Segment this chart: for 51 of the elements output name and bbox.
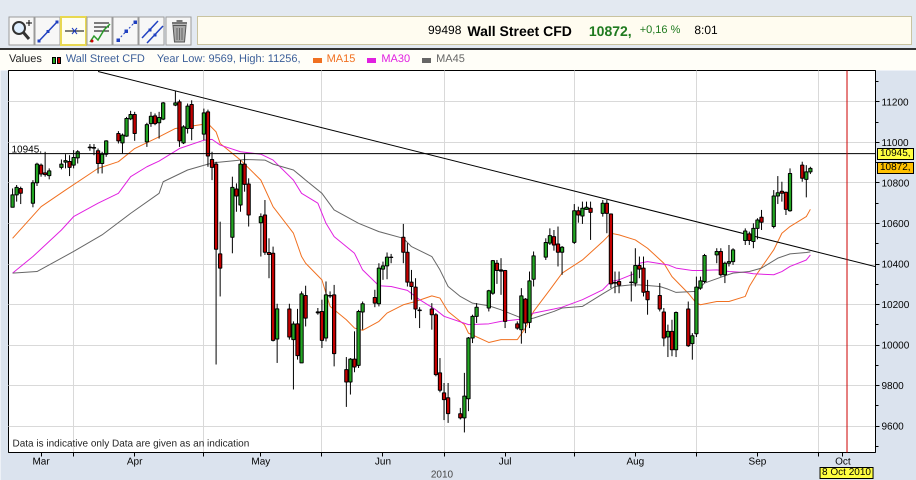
candlestick (730, 248, 736, 266)
chart-title: Wall Street CFD (467, 22, 572, 40)
x-tick-label: Jun (374, 456, 392, 468)
candlestick (600, 199, 605, 218)
text: 8:01 (694, 22, 718, 39)
x-tick-label: Jul (498, 456, 512, 468)
y-tick-label: 10000 (882, 340, 910, 352)
y-tick-label: 10800 (882, 178, 910, 190)
candlestick (18, 186, 23, 205)
candlestick (580, 201, 585, 224)
y-tick-label: 10600 (882, 219, 910, 230)
candlestick (743, 228, 748, 246)
legend-label: MA45 (436, 52, 465, 68)
chart-subtitle: Year Low: 9569, High: 11256, (156, 52, 301, 68)
x-tick-label: Oct (835, 456, 851, 468)
candlestick (344, 356, 348, 408)
x-axis-title: 2010 (430, 470, 454, 480)
ref-line-label: 10945, (12, 144, 42, 156)
candlestick (747, 231, 752, 246)
y-tick-label: 9600 (882, 422, 904, 433)
legend-label: Wall Street CFD (66, 52, 145, 68)
annotation: Data is indicative only Data are given as an indication (12, 438, 250, 450)
candlestick (560, 245, 564, 276)
y-tick-label: 9800 (882, 381, 904, 392)
text: 10872, (588, 22, 632, 40)
y-tick-label: 10400 (882, 260, 910, 271)
legend-label: MA15 (326, 52, 356, 68)
candlestick (446, 382, 450, 424)
y-tick-label: 11200 (882, 97, 910, 108)
text: 99498 (428, 22, 462, 39)
text: 10945, (880, 148, 911, 158)
candlestick (384, 252, 390, 280)
x-tick-label: Mar (32, 456, 50, 468)
text: 10872, (877, 162, 914, 174)
legend-title: Values (9, 52, 42, 68)
y-tick-label: 10200 (882, 300, 910, 312)
ref-line-label: 8 Oct 2010 (819, 467, 874, 479)
legend-label: MA30 (381, 52, 410, 68)
candlestick (588, 201, 593, 240)
text: +0,16 % (640, 22, 680, 38)
candlestick (388, 253, 394, 264)
candlestick (616, 271, 622, 294)
candlestick (804, 164, 808, 198)
x-tick-label: Sep (748, 456, 767, 468)
x-tick-label: Aug (626, 456, 644, 468)
x-tick-label: May (251, 456, 270, 468)
candlestick (258, 212, 263, 258)
candlestick (190, 100, 194, 141)
candlestick (132, 111, 137, 142)
y-tick-label: 11000 (882, 138, 910, 149)
x-tick-label: Apr (126, 456, 144, 468)
